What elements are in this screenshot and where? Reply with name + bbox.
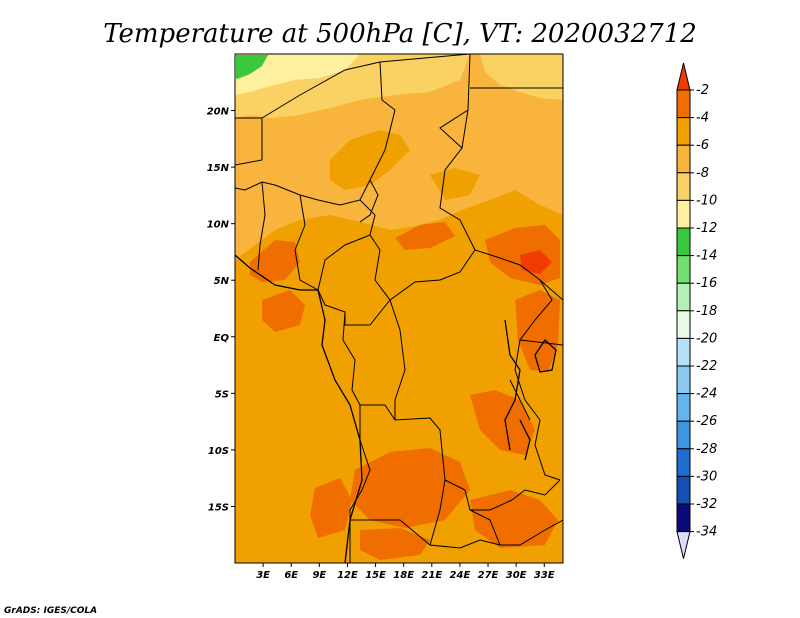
colorbar-top-arrow	[676, 62, 691, 91]
colorbar: -2 -4 -6 -8 -10 -12 -14 -16 -18 -20 -22 -24 -26 -28 -3…	[676, 62, 717, 559]
x-tick-label: 27E	[478, 570, 499, 581]
colorbar-label: -34	[696, 525, 717, 540]
colorbar-swatch	[676, 337, 691, 367]
x-tick-label: 30E	[506, 570, 527, 581]
warm-patch-south-edge	[360, 528, 430, 560]
colorbar-label: -2	[696, 83, 709, 98]
colorbar-swatch	[676, 310, 691, 339]
y-tick-label: 5N	[214, 276, 230, 287]
y-tick-label: EQ	[214, 333, 230, 344]
x-tick-label: 24E	[450, 570, 471, 581]
colorbar-swatch	[676, 475, 691, 505]
colorbar-label: -4	[696, 111, 709, 126]
x-tick-label: 6E	[284, 570, 298, 581]
y-tick-label: 10N	[207, 220, 230, 231]
warm-patch-hot-east	[520, 250, 552, 274]
colorbar-label: -8	[696, 166, 709, 181]
map-plot-area	[235, 54, 563, 563]
warm-patch-west-africa	[250, 240, 300, 282]
chart-title: Temperature at 500hPa [C], VT: 202003271…	[103, 19, 697, 49]
warm-patch-southwest	[310, 478, 352, 538]
y-tick-label: 15N	[207, 163, 230, 174]
x-axis: 3E 6E 9E 12E 15E 18E 21E 24E 27E 30E 33E	[256, 563, 555, 581]
warm-patch-gulf	[262, 290, 305, 332]
colorbar-label: -14	[696, 249, 717, 264]
y-tick-label: 5S	[215, 389, 229, 400]
colorbar-label: -18	[696, 304, 717, 319]
colorbar-label: -20	[696, 331, 717, 346]
colorbar-label: -10	[696, 193, 717, 208]
colorbar-label: -22	[696, 359, 717, 374]
y-axis: 20N 15N 10N 5N EQ 5S 10S 15S	[207, 107, 235, 513]
colorbar-swatch	[676, 144, 691, 174]
colorbar-label: -16	[696, 276, 717, 291]
colorbar-label: -30	[696, 469, 717, 484]
colorbar-swatch	[676, 227, 691, 257]
warm-patch-southeast	[470, 490, 558, 548]
colorbar-bottom-arrow	[676, 531, 691, 559]
colorbar-swatch	[676, 420, 691, 450]
colorbar-swatch	[676, 282, 691, 312]
colorbar-swatch	[676, 448, 691, 477]
x-tick-label: 21E	[421, 570, 442, 581]
warm-patch-southeast-lakes	[470, 390, 535, 455]
north-warm-finger	[330, 130, 410, 190]
y-tick-label: 10S	[208, 446, 229, 457]
colorbar-swatch	[676, 89, 691, 119]
colorbar-label: -26	[696, 414, 717, 429]
warm-patch-central-north	[395, 222, 455, 250]
colorbar-label: -28	[696, 442, 717, 457]
x-tick-label: 18E	[393, 570, 414, 581]
colorbar-swatch	[676, 117, 691, 146]
map-frame	[234, 53, 564, 564]
colorbar-swatch	[676, 172, 691, 201]
x-tick-label: 3E	[256, 570, 270, 581]
colorbar-swatch	[676, 255, 691, 284]
colorbar-label: -24	[696, 387, 717, 402]
warm-patch-lakes	[515, 290, 560, 372]
colorbar-label: -12	[696, 221, 717, 236]
country-borders	[235, 54, 563, 563]
colorbar-label: -6	[696, 138, 709, 153]
colorbar-swatch	[676, 393, 691, 422]
colorbar-swatch	[676, 199, 691, 229]
y-tick-label: 15S	[208, 502, 229, 513]
colorbar-label: -32	[696, 497, 717, 512]
y-tick-label: 20N	[207, 107, 230, 118]
cool-band-nw-corner	[235, 54, 360, 95]
coldest-patch	[236, 55, 268, 79]
x-tick-label: 9E	[312, 570, 326, 581]
colorbar-swatch	[676, 365, 691, 395]
coastlines	[235, 254, 557, 563]
colorbar-swatch	[676, 503, 691, 533]
grads-credit: GrADS: IGES/COLA	[4, 606, 97, 616]
x-tick-label: 33E	[534, 570, 555, 581]
x-tick-label: 15E	[365, 570, 386, 581]
x-tick-label: 12E	[337, 570, 358, 581]
